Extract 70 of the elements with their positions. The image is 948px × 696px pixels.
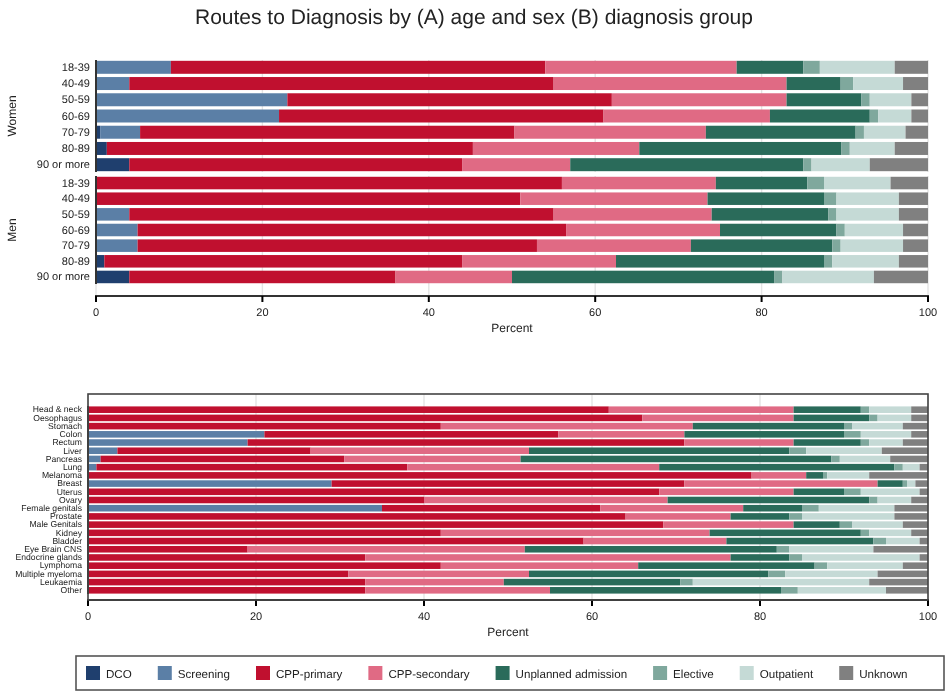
bar <box>814 562 828 569</box>
bar <box>793 406 861 413</box>
bar <box>608 406 794 413</box>
bar <box>890 455 928 463</box>
bar <box>878 109 912 123</box>
bar <box>894 463 903 471</box>
bar <box>807 176 824 190</box>
bar <box>827 472 870 479</box>
bar <box>88 480 332 487</box>
bar <box>855 125 864 139</box>
bar <box>88 537 584 545</box>
bar <box>881 447 928 455</box>
bar <box>902 521 928 528</box>
bar <box>824 255 833 268</box>
bar <box>852 422 903 430</box>
bar <box>869 406 912 413</box>
chart-title: Routes to Diagnosis by (A) age and sex (B) diagnosis group <box>195 6 754 30</box>
bar <box>844 431 861 438</box>
bar <box>839 521 853 528</box>
bar <box>667 496 870 504</box>
bar <box>96 109 280 123</box>
bar <box>603 109 770 123</box>
bar <box>680 578 693 586</box>
bar <box>310 447 529 455</box>
bar <box>802 504 819 512</box>
bar <box>789 554 802 561</box>
bar <box>861 93 870 107</box>
bar <box>894 504 928 512</box>
bar <box>789 447 807 455</box>
bar <box>684 439 794 446</box>
bar <box>88 504 382 512</box>
bar <box>911 109 928 123</box>
bar <box>802 513 895 520</box>
bar <box>365 587 550 594</box>
bar <box>88 472 752 479</box>
bar <box>789 513 802 520</box>
bar <box>873 537 886 545</box>
bar <box>860 431 912 438</box>
bar <box>869 414 878 422</box>
bar <box>88 562 441 569</box>
bar <box>911 431 928 438</box>
bar <box>100 125 141 139</box>
bar <box>860 406 870 413</box>
bar <box>911 406 928 413</box>
bar <box>279 109 604 123</box>
bar <box>781 587 798 594</box>
bar <box>88 431 265 438</box>
bar <box>869 578 928 586</box>
bar <box>860 439 870 446</box>
bar <box>860 488 920 496</box>
bar <box>844 488 861 496</box>
bar <box>774 270 783 284</box>
bar <box>840 77 854 91</box>
bar <box>803 158 812 172</box>
bar <box>88 414 643 422</box>
bar <box>869 496 878 504</box>
bar <box>841 141 850 155</box>
bar <box>88 521 664 528</box>
bar <box>88 587 366 594</box>
bar <box>88 578 366 586</box>
bar <box>803 60 820 74</box>
bar <box>776 545 790 553</box>
bar <box>869 472 928 479</box>
bar <box>769 109 870 123</box>
bar <box>902 463 920 471</box>
bar <box>873 545 928 553</box>
bar <box>894 513 928 520</box>
bar <box>877 480 903 487</box>
bar <box>768 570 786 578</box>
bar <box>831 455 840 463</box>
